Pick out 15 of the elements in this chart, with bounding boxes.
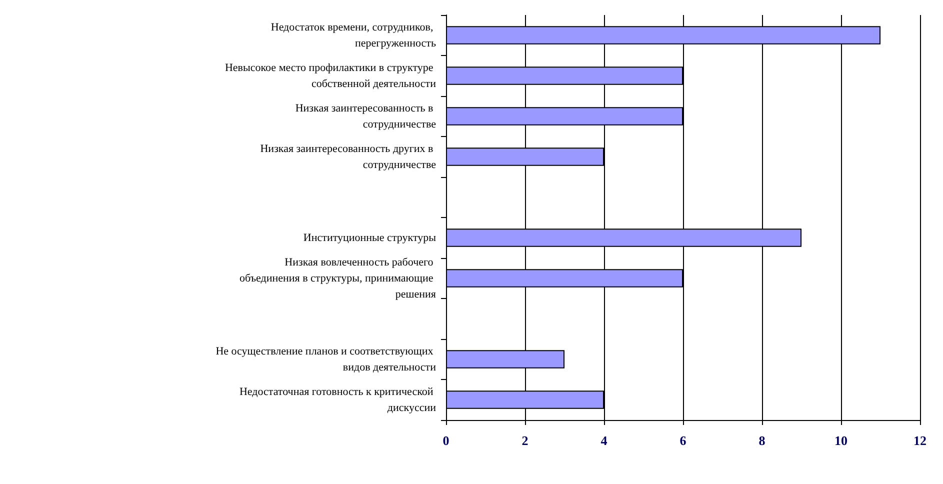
y-tick-label: Низкая вовлеченность рабочего объединения в структуры, принимающие решения: [240, 256, 436, 300]
x-tick-label: 10: [834, 433, 848, 448]
x-tick-label: 4: [600, 433, 608, 448]
x-tick-label: 2: [522, 433, 528, 448]
y-tick-label: Недостаток времени, сотрудников, перегруженность: [270, 21, 436, 50]
y-tick-label: Низкая заинтересованность в сотрудничестве: [295, 102, 436, 130]
y-tick-label: Не осуществление планов и соответствующих видов деятельности: [216, 345, 436, 374]
x-tick-label: 12: [914, 433, 926, 448]
x-tick-label: 0: [442, 433, 450, 448]
x-tick-label: 8: [758, 433, 766, 448]
x-tick-label: 6: [680, 433, 687, 448]
y-tick-label: Институционные структуры: [303, 232, 437, 244]
y-tick-label: Низкая заинтересованность других в сотрудничестве: [260, 142, 436, 171]
y-tick-label: Невысокое место профилактики в структуре собственной деятельности: [224, 62, 436, 90]
y-tick-label: Недостаточная готовность к критической дискуссии: [239, 386, 436, 414]
